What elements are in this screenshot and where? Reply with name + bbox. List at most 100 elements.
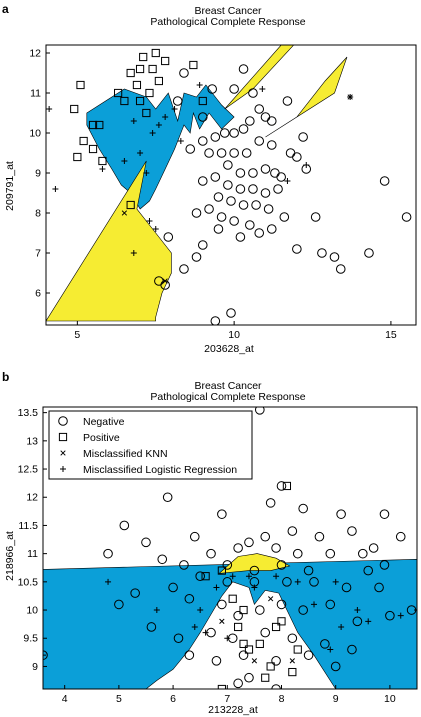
series-misclassified-logistic-regression	[43, 573, 417, 659]
data-point	[207, 84, 217, 94]
data-point	[279, 212, 290, 222]
data-point	[325, 599, 336, 610]
data-point	[363, 565, 374, 576]
data-point	[223, 180, 233, 190]
panel-b: b Breast Cancer Pathological Complete Re…	[2, 370, 418, 716]
data-point	[224, 635, 231, 642]
data-point	[341, 582, 352, 593]
data-point	[309, 577, 319, 587]
legend-marker-square	[58, 432, 68, 442]
data-point	[168, 582, 178, 593]
data-point	[397, 612, 404, 619]
chart-subtitle-a: Pathological Complete Response	[150, 16, 305, 28]
data-point	[379, 509, 390, 519]
data-point	[239, 639, 248, 648]
data-point	[99, 166, 106, 172]
data-point	[142, 108, 151, 118]
data-point	[352, 616, 363, 627]
data-point	[217, 599, 227, 610]
data-point	[151, 48, 160, 58]
data-point	[254, 228, 265, 238]
data-point	[329, 252, 340, 262]
data-point	[276, 481, 287, 491]
data-point	[95, 120, 104, 130]
legend-entry-label: Negative	[83, 416, 125, 428]
chart-title-a: Breast Cancer	[194, 5, 262, 17]
data-point	[266, 140, 277, 150]
data-point	[223, 160, 233, 170]
y-tick-label: 12	[26, 492, 38, 504]
data-point	[191, 208, 202, 218]
data-point	[325, 548, 336, 559]
data-point	[385, 610, 395, 621]
data-point	[234, 622, 243, 632]
data-point	[179, 264, 189, 274]
data-point	[135, 96, 145, 106]
data-point	[210, 172, 221, 182]
data-point	[210, 132, 221, 142]
data-point	[120, 96, 129, 106]
data-point	[284, 178, 291, 184]
data-point	[261, 673, 270, 682]
data-point	[155, 122, 162, 128]
legend-entry-label: Positive	[83, 432, 120, 444]
data-point	[251, 658, 258, 664]
y-tick-label: 11	[30, 88, 41, 100]
data-point	[184, 593, 195, 604]
x-tick-label: 15	[385, 329, 397, 341]
y-axis-label-a: 209791_at	[4, 161, 16, 211]
data-point	[196, 82, 203, 88]
data-point	[70, 104, 79, 114]
x-tick-label: 6	[170, 693, 176, 705]
plot-area-b: 4 5 6 7 8 9 10 9 9.5 10 10.5 11 11.5 12 12.5 13 13.5	[18, 406, 418, 705]
data-point	[217, 509, 227, 519]
data-point	[149, 130, 156, 136]
data-point	[276, 560, 287, 570]
y-tick-label: 11	[27, 548, 38, 560]
data-point	[210, 316, 221, 325]
panel-label-a: a	[2, 2, 9, 16]
data-point	[201, 572, 210, 581]
data-point	[267, 596, 274, 602]
data-point	[368, 543, 379, 553]
data-point	[98, 156, 107, 166]
data-point	[157, 554, 168, 565]
x-tick-label: 10	[384, 693, 396, 705]
data-point	[401, 212, 412, 222]
data-point	[276, 172, 286, 182]
data-point	[254, 136, 265, 146]
data-point	[233, 543, 243, 553]
data-point	[135, 64, 145, 74]
decision-region-0	[86, 84, 235, 210]
data-point	[292, 152, 302, 162]
plot-content	[46, 45, 412, 325]
data-point	[235, 184, 246, 194]
y-tick-label: 8	[35, 208, 41, 220]
data-point	[126, 68, 135, 78]
data-point	[114, 599, 124, 610]
data-point	[298, 605, 308, 615]
data-point	[303, 650, 314, 660]
data-point	[266, 116, 277, 126]
data-point	[189, 60, 198, 70]
data-point	[245, 220, 255, 230]
legend-box	[48, 410, 253, 480]
data-point	[161, 56, 170, 66]
y-tick-label: 6	[35, 288, 41, 300]
x-tick-label: 7	[224, 693, 230, 705]
y-tick-label: 7	[35, 248, 41, 260]
data-point	[46, 106, 53, 112]
data-point	[336, 509, 346, 519]
data-point	[303, 565, 314, 576]
x-tick-label: 10	[228, 329, 240, 341]
legend-entry-label: Misclassified KNN	[83, 448, 168, 460]
data-point	[177, 138, 184, 144]
data-point	[219, 128, 230, 138]
data-point	[172, 96, 183, 106]
data-point	[114, 88, 123, 98]
data-point	[271, 543, 281, 553]
panel-a: a Breast Cancer Pathological Complete Re…	[2, 2, 417, 355]
data-point	[273, 184, 283, 194]
data-point	[335, 264, 346, 274]
